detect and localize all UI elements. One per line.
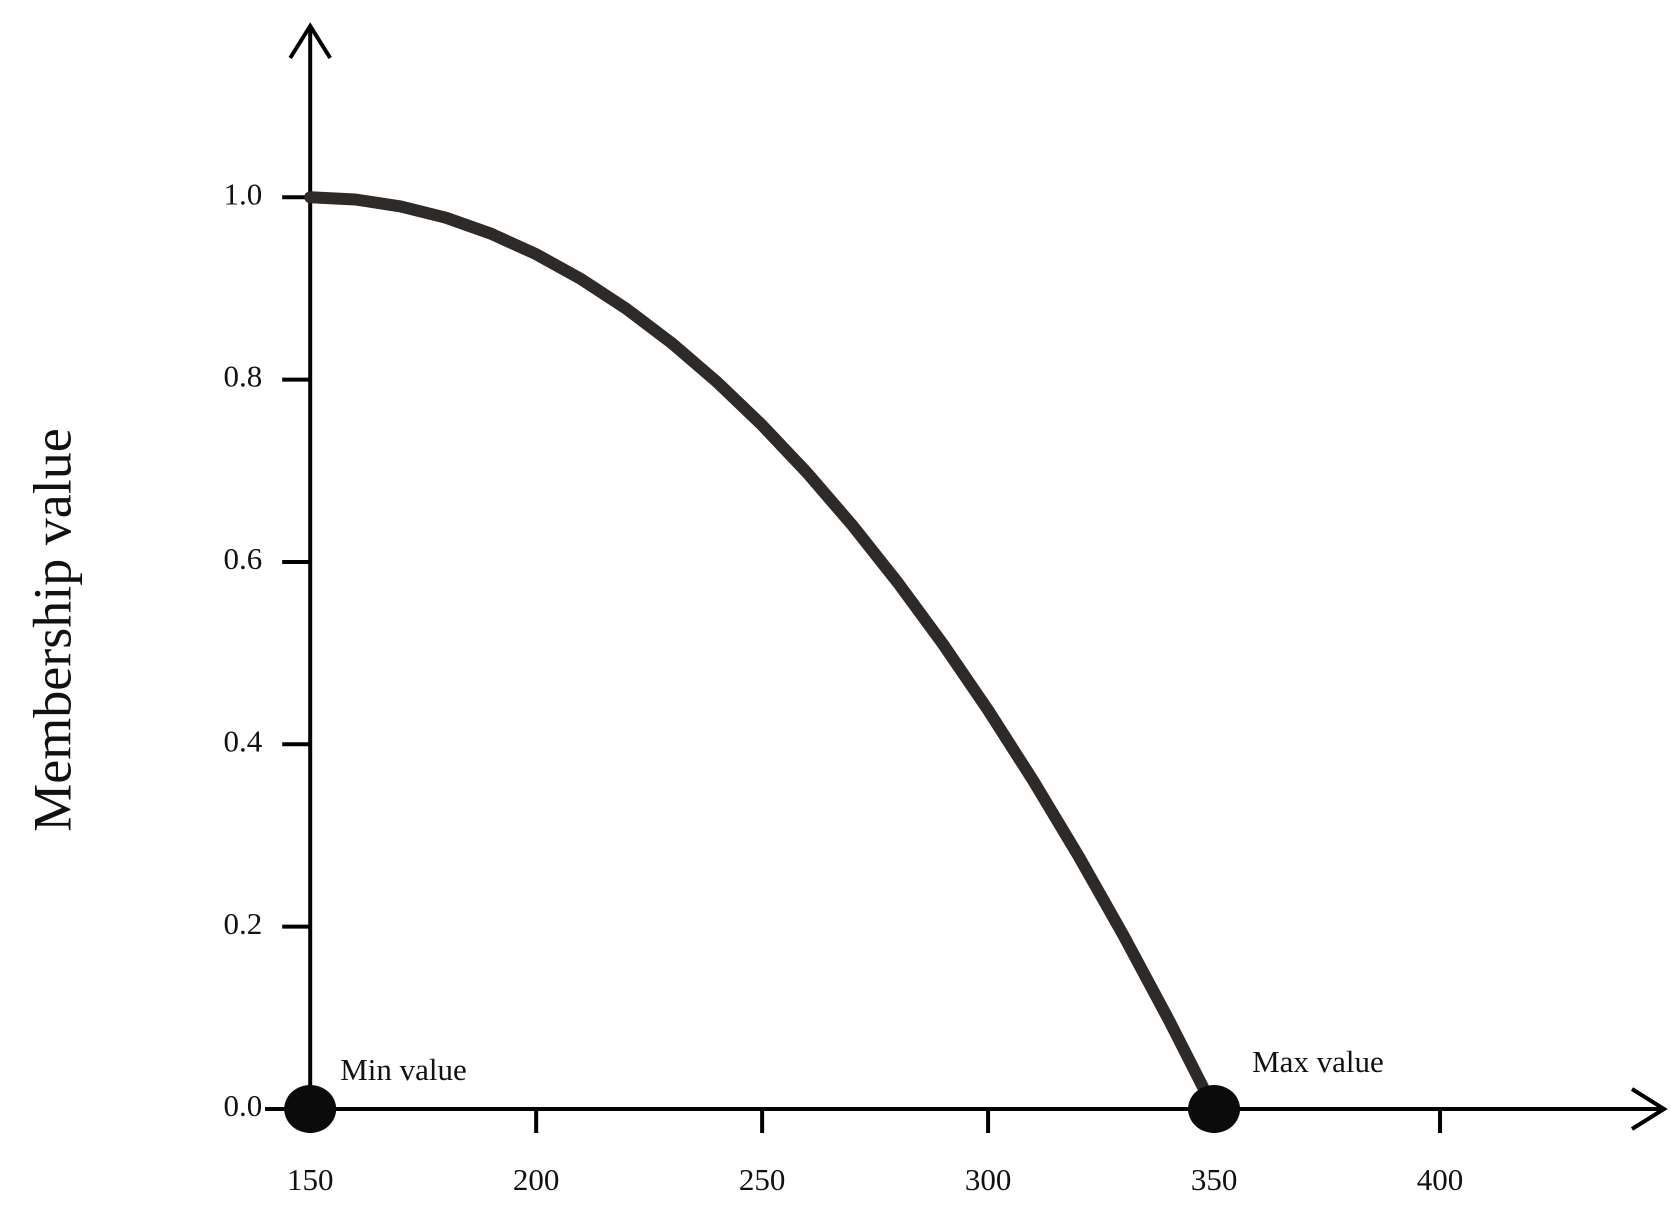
x-tick-label: 300 — [965, 1162, 1012, 1197]
annotation-point — [284, 1085, 337, 1133]
y-axis-arrow — [288, 22, 332, 60]
annotation-label: Min value — [340, 1052, 467, 1087]
y-tick-label: 0.0 — [223, 1088, 262, 1123]
x-axis-arrow — [1630, 1087, 1668, 1131]
y-tick-label: 0.6 — [223, 541, 262, 576]
y-axis-title: Membership value — [22, 428, 82, 831]
x-tick-label: 250 — [739, 1162, 786, 1197]
data-line — [304, 191, 1221, 1115]
y-tick-label: 0.8 — [223, 359, 262, 394]
x-tick-label: 150 — [287, 1162, 334, 1197]
x-tick-label: 200 — [513, 1162, 560, 1197]
y-tick-label: 1.0 — [223, 176, 262, 211]
x-tick-label: 400 — [1417, 1162, 1464, 1197]
annotation-label: Max value — [1252, 1044, 1384, 1079]
annotation-point — [1188, 1085, 1241, 1133]
x-tick-label: 350 — [1191, 1162, 1238, 1197]
y-tick-label: 0.4 — [223, 723, 262, 758]
y-tick-label: 0.2 — [223, 906, 262, 941]
